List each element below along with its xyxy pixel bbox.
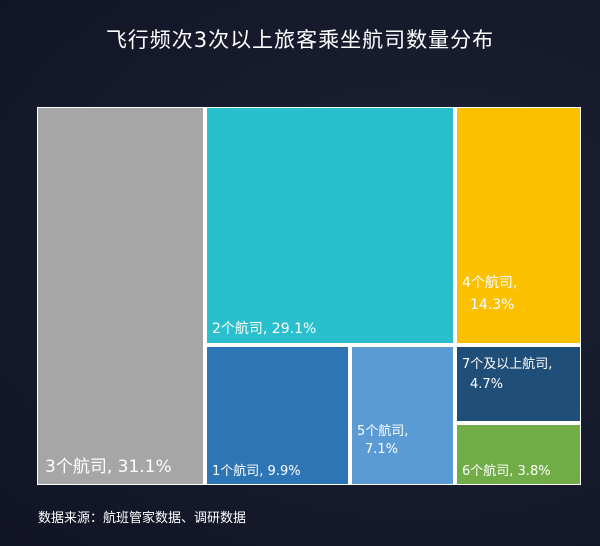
treemap-tile-3 bbox=[457, 108, 580, 343]
treemap-tile-5 bbox=[352, 347, 453, 484]
treemap-label-5: 5个航司, 7.1% bbox=[357, 423, 408, 457]
treemap-label-4: 1个航司, 9.9% bbox=[212, 463, 301, 479]
treemap-tile-7 bbox=[457, 425, 580, 484]
treemap-label-3: 4个航司, 14.3% bbox=[462, 275, 517, 313]
treemap-label-2: 2个航司, 29.1% bbox=[212, 321, 316, 337]
chart-title: 飞行频次3次以上旅客乘坐航司数量分布 bbox=[105, 28, 495, 52]
treemap-label-1: 3个航司, 31.1% bbox=[45, 457, 172, 477]
source-note: 数据来源：航班管家数据、调研数据 bbox=[38, 511, 247, 526]
treemap-tile-6 bbox=[457, 347, 580, 421]
treemap-tile-4 bbox=[207, 347, 348, 484]
treemap-label-7: 6个航司, 3.8% bbox=[462, 463, 551, 479]
treemap-tile-2 bbox=[207, 108, 453, 343]
treemap-label-6: 7个及以上航司, 4.7% bbox=[462, 356, 552, 392]
treemap-tile-1 bbox=[38, 108, 203, 484]
